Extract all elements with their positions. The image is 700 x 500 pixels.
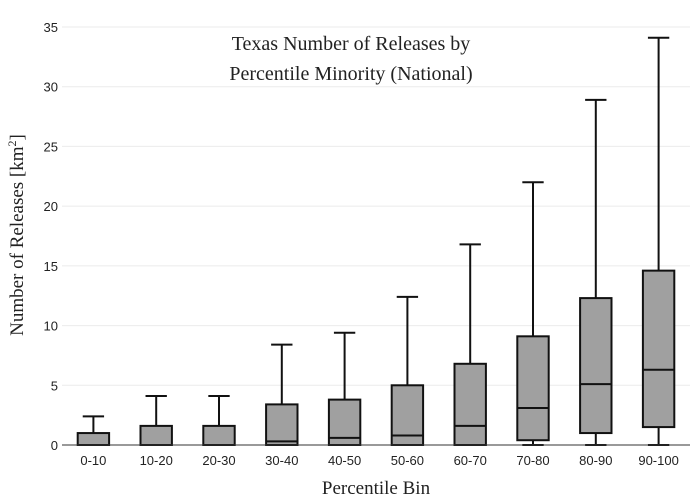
y-tick-label: 10 bbox=[44, 319, 58, 334]
y-tick-label: 0 bbox=[51, 438, 58, 453]
grid-lines bbox=[62, 26, 690, 386]
box-30-40 bbox=[265, 343, 299, 446]
x-tick-label: 80-90 bbox=[579, 453, 612, 468]
y-tick-label: 5 bbox=[51, 378, 58, 393]
y-tick-label: 35 bbox=[44, 20, 58, 35]
iqr-box bbox=[139, 424, 173, 446]
y-axis-title-suffix: ] bbox=[7, 134, 28, 140]
y-axis-title-superscript: 2 bbox=[5, 140, 19, 146]
box-40-50 bbox=[327, 331, 362, 447]
x-tick-label: 70-80 bbox=[516, 453, 549, 468]
iqr-box bbox=[265, 403, 299, 446]
iqr-box bbox=[453, 362, 487, 446]
box-20-30 bbox=[202, 395, 236, 446]
iqr-box bbox=[202, 424, 236, 446]
x-tick-label: 20-30 bbox=[202, 453, 235, 468]
box-70-80 bbox=[516, 181, 550, 446]
y-tick-label: 25 bbox=[44, 139, 58, 154]
y-tick-labels: 0 5 10 15 20 25 30 35 bbox=[44, 20, 58, 453]
x-tick-label: 90-100 bbox=[638, 453, 678, 468]
x-axis-title: Percentile Bin bbox=[322, 478, 431, 499]
chart-title-line-2: Percentile Minority (National) bbox=[229, 63, 472, 85]
box-10-20 bbox=[139, 395, 173, 446]
box-series bbox=[76, 36, 676, 447]
x-tick-labels: 0-10 10-20 20-30 30-40 40-50 50-60 60-70 70-80 8… bbox=[80, 453, 678, 468]
x-tick-label: 30-40 bbox=[265, 453, 298, 468]
y-tick-label: 30 bbox=[44, 80, 58, 95]
box-50-60 bbox=[390, 295, 425, 446]
x-tick-label: 50-60 bbox=[391, 453, 424, 468]
iqr-box bbox=[516, 335, 550, 442]
box-90-100 bbox=[641, 36, 676, 446]
iqr-box bbox=[579, 297, 613, 435]
chart-title-line-1: Texas Number of Releases by bbox=[232, 33, 471, 55]
y-axis-title-main: Number of Releases [km bbox=[7, 146, 28, 336]
box-80-90 bbox=[579, 98, 613, 446]
x-tick-label: 0-10 bbox=[80, 453, 106, 468]
x-tick-label: 40-50 bbox=[328, 453, 361, 468]
iqr-box bbox=[76, 432, 111, 446]
box-60-70 bbox=[453, 243, 487, 446]
y-tick-label: 20 bbox=[44, 199, 58, 214]
box-0-10 bbox=[76, 415, 111, 446]
iqr-box bbox=[641, 269, 676, 429]
y-tick-label: 15 bbox=[44, 259, 58, 274]
x-tick-label: 60-70 bbox=[454, 453, 487, 468]
x-tick-label: 10-20 bbox=[140, 453, 173, 468]
y-axis-title: Number of Releases [km2] bbox=[5, 134, 28, 336]
